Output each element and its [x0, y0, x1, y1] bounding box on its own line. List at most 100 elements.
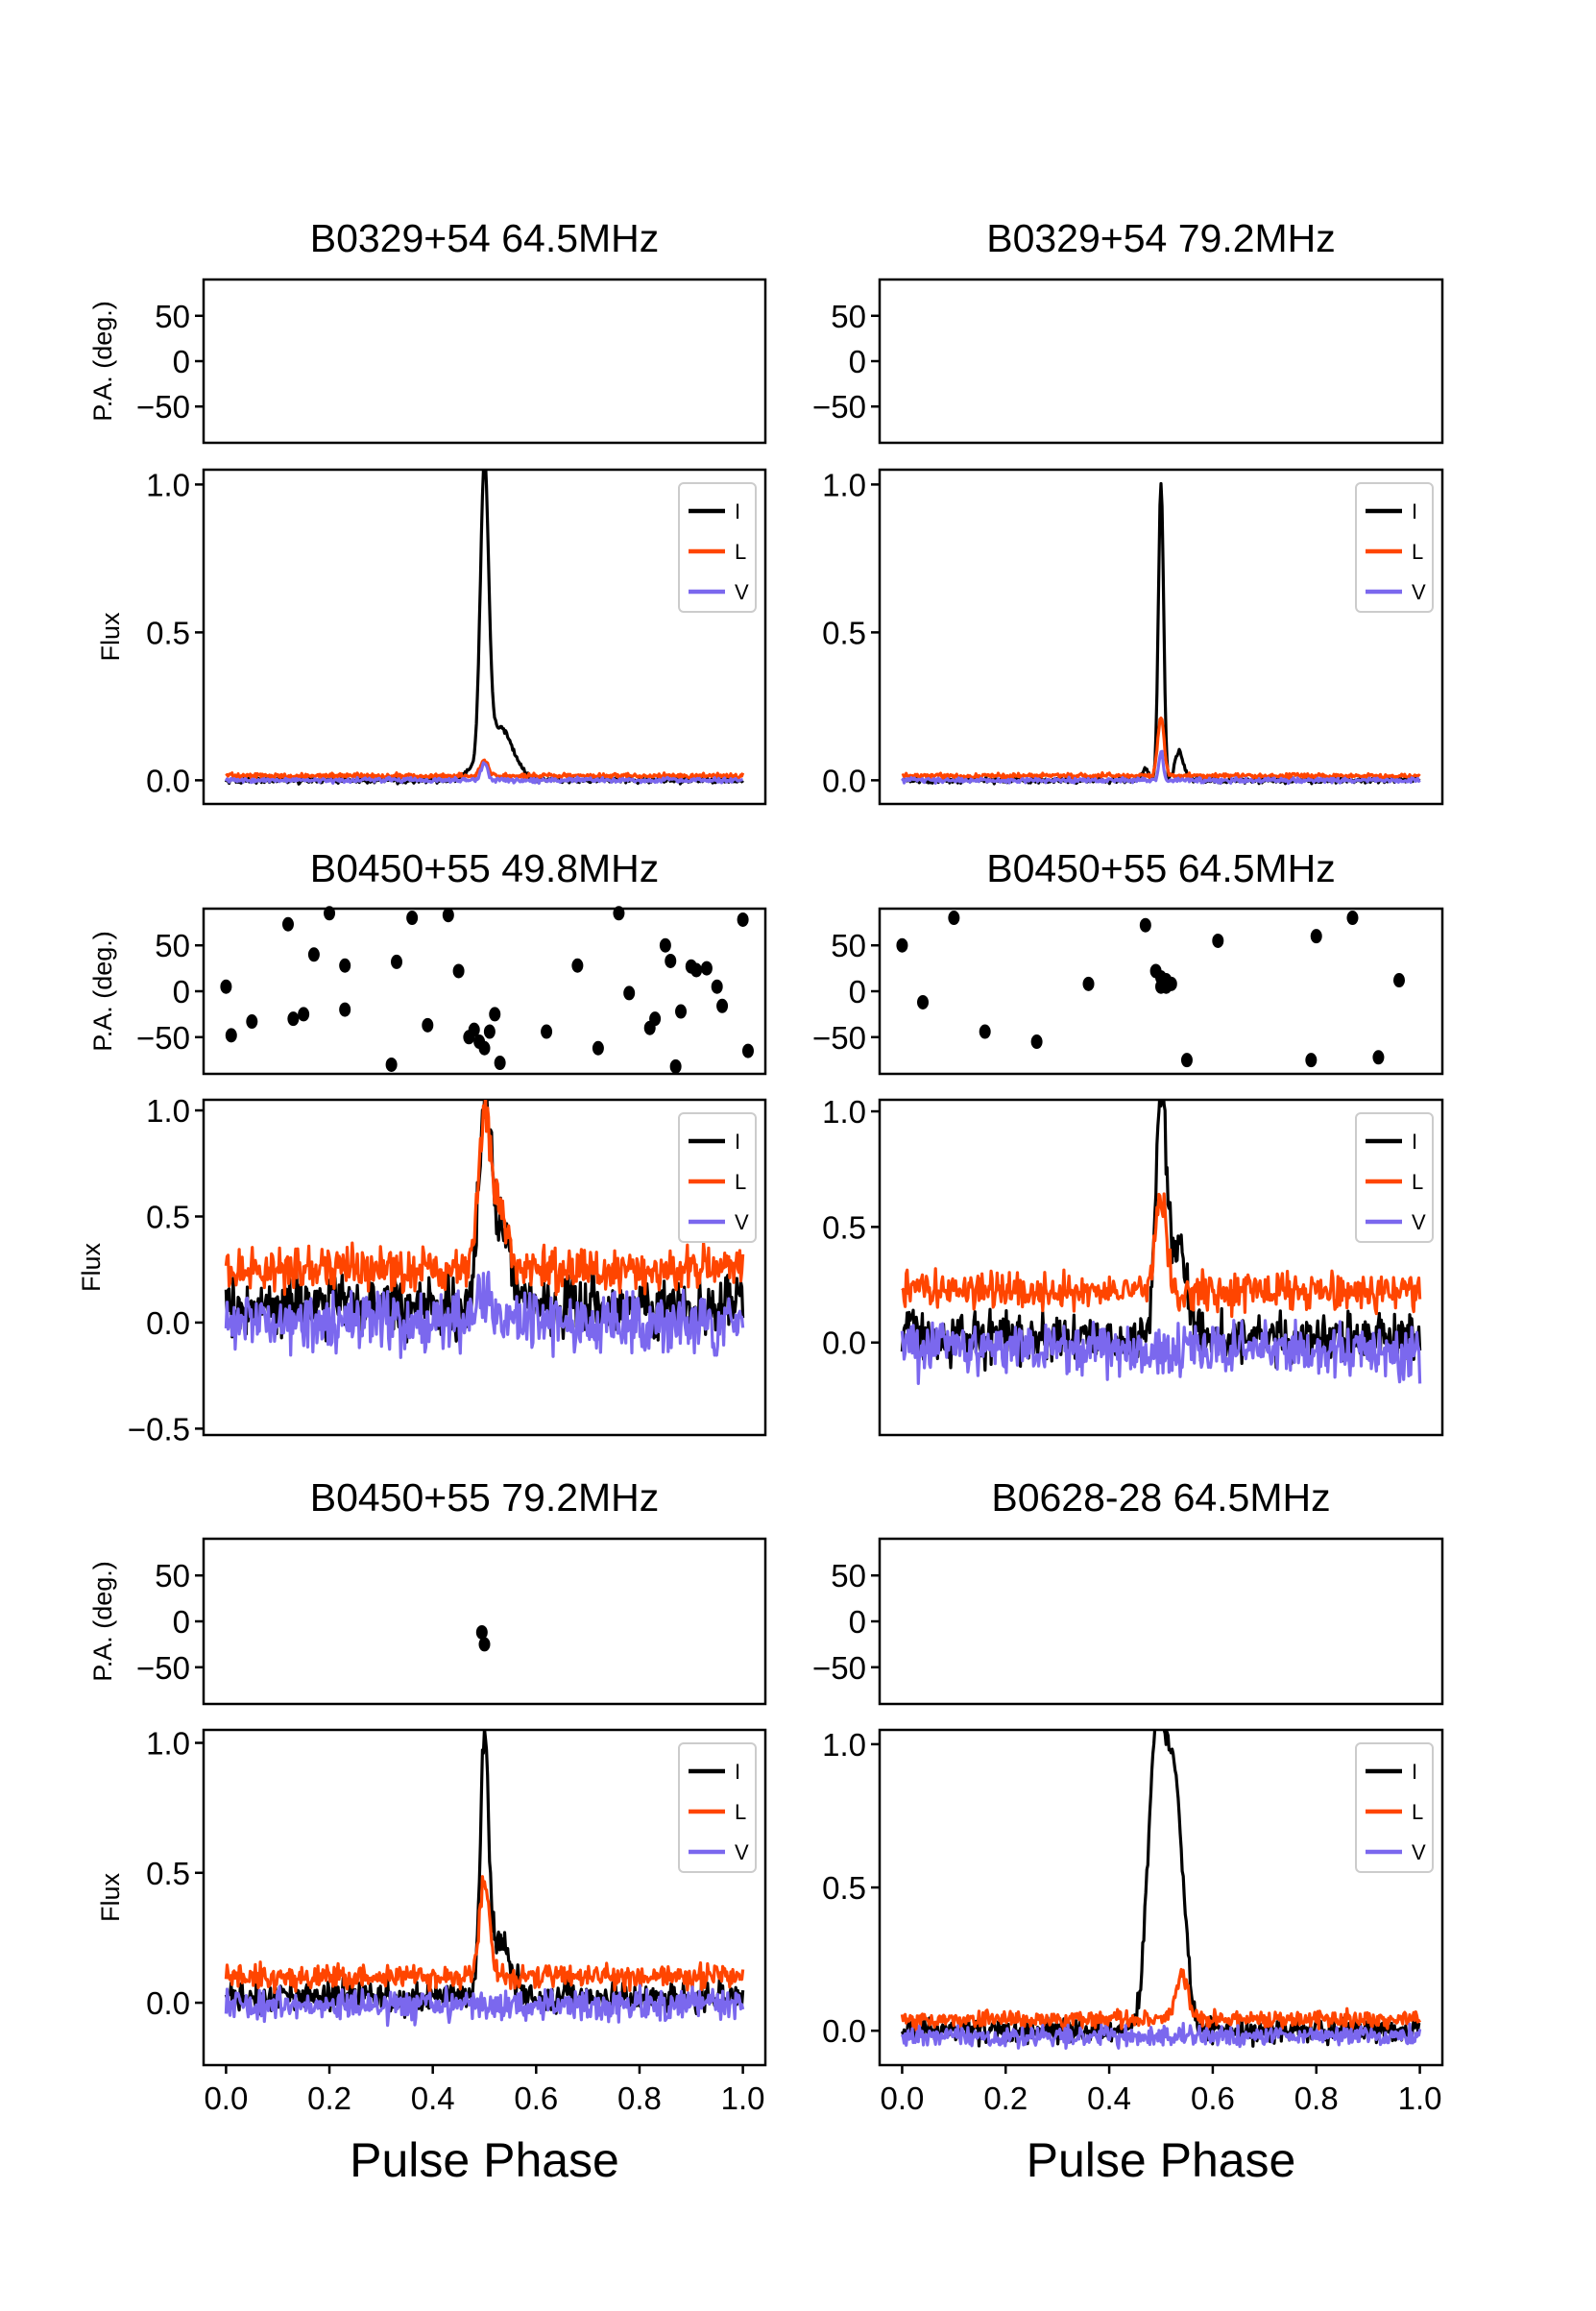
legend-label-L: L [735, 540, 746, 564]
pa-point [1305, 1053, 1318, 1068]
pa-point [494, 1056, 506, 1071]
pa-point [1030, 1034, 1043, 1050]
series-V-line [900, 2022, 1422, 2050]
pa-point [483, 1024, 496, 1039]
flux-y-tick-label: 1.0 [822, 1727, 866, 1763]
x-tick-label: 1.0 [721, 2080, 765, 2116]
x-tick-label: 0.0 [881, 2080, 925, 2116]
series-V-line [224, 1983, 745, 2028]
legend-label-L: L [1412, 540, 1423, 564]
pa-y-tick-label: −50 [812, 389, 866, 425]
pa-point [468, 1022, 480, 1037]
flux-y-tick-label: 0.5 [822, 1870, 866, 1906]
x-axis-label: Pulse Phase [1027, 2133, 1296, 2187]
pa-point [385, 1057, 398, 1072]
pa-point [281, 916, 294, 932]
flux-y-tick-label: 0.5 [146, 1199, 190, 1234]
x-tick-label: 0.8 [617, 2080, 662, 2116]
pa-y-axis-label: P.A. (deg.) [88, 301, 117, 422]
pa-point [649, 1011, 662, 1027]
pa-point [623, 985, 636, 1001]
legend-box [678, 1112, 757, 1243]
pa-point [324, 906, 336, 921]
pa-point [1212, 933, 1224, 948]
pa-point [246, 1014, 258, 1030]
pa-point [307, 947, 320, 962]
flux-y-axis-label: Flux [96, 1873, 125, 1923]
legend-label-V: V [1412, 1210, 1426, 1234]
x-tick-label: 0.4 [1087, 2080, 1131, 2116]
pa-point [287, 1011, 300, 1027]
chart-title: B0450+55 64.5MHz [986, 846, 1336, 890]
flux-y-tick-label: 1.0 [822, 467, 866, 502]
pa-point [1372, 1050, 1385, 1065]
chart-panel-6: B0628-28 64.5MHz 50 0 −50 1.0 0.5 0.0 ILV 0.0 0.2… [812, 1475, 1444, 2187]
pa-y-tick-label: 50 [155, 928, 190, 963]
pa-y-tick-label: 50 [831, 928, 866, 963]
chart-panel-4: B0450+55 64.5MHz 50 0 −50 1.0 0.5 0.0 ILV [812, 846, 1444, 1437]
series-L-line [225, 758, 745, 781]
pa-y-tick-label: 0 [173, 1604, 190, 1640]
legend-label-V: V [735, 580, 749, 604]
legend-label-L: L [1412, 1170, 1423, 1194]
pa-point [659, 937, 671, 953]
series-V-line [901, 749, 1421, 786]
pa-y-tick-label: 0 [849, 1604, 866, 1640]
chart-title: B0329+54 79.2MHz [986, 216, 1336, 260]
x-tick-label: 0.2 [983, 2080, 1028, 2116]
pa-point [675, 1004, 688, 1019]
series-V-line [900, 1318, 1422, 1386]
pa-point [475, 1624, 488, 1640]
chart-title: B0450+55 79.2MHz [310, 1475, 660, 1520]
pa-point [741, 1043, 754, 1058]
series-L-line [224, 1875, 745, 1996]
pa-y-tick-label: 0 [849, 344, 866, 379]
chart-panel-3: B0450+55 49.8MHz 50 0 −50 1.0 0.5 0.0 −0.5 ILV P.… [77, 846, 767, 1447]
pa-point [339, 958, 351, 973]
legend-label-I: I [1412, 1130, 1417, 1154]
pa-y-tick-label: 0 [173, 344, 190, 379]
pa-y-axis-label: P.A. (deg.) [88, 1561, 117, 1682]
flux-y-tick-label: 1.0 [146, 1726, 190, 1762]
chart-title: B0450+55 49.8MHz [310, 846, 660, 890]
legend-label-V: V [735, 1210, 749, 1234]
pa-point [489, 1007, 501, 1022]
pa-point [1346, 911, 1359, 926]
pa-point [711, 979, 723, 994]
pa-point [1082, 976, 1095, 991]
chart-panel-1: B0329+54 64.5MHz 50 0 −50 1.0 0.5 0.0 ILV P.A. (… [88, 216, 767, 806]
flux-y-axis-label: Flux [96, 612, 125, 662]
legend-label-I: I [1412, 499, 1417, 523]
pa-point [896, 937, 908, 953]
legend-label-V: V [735, 1840, 749, 1864]
legend-label-L: L [1412, 1800, 1423, 1824]
pa-point [716, 998, 729, 1013]
flux-y-tick-label: −0.5 [128, 1411, 190, 1447]
pa-point [948, 911, 960, 926]
pa-y-tick-label: −50 [136, 1650, 190, 1686]
legend-label-L: L [735, 1800, 746, 1824]
x-axis-label: Pulse Phase [350, 2133, 619, 2187]
x-tick-label: 0.8 [1294, 2080, 1339, 2116]
flux-y-tick-label: 0.0 [146, 1305, 190, 1341]
legend-box [1355, 1742, 1434, 1873]
legend-label-L: L [735, 1170, 746, 1194]
pa-point [979, 1024, 991, 1039]
pa-point [665, 953, 677, 968]
pa-point [406, 911, 419, 926]
x-tick-label: 1.0 [1398, 2080, 1442, 2116]
chart-title: B0628-28 64.5MHz [991, 1475, 1330, 1520]
pa-point [220, 979, 232, 994]
pa-y-tick-label: 50 [831, 1558, 866, 1593]
flux-y-tick-label: 1.0 [146, 1093, 190, 1129]
pa-y-tick-label: 50 [155, 299, 190, 334]
pa-point [541, 1024, 553, 1039]
flux-y-axis-label: Flux [77, 1243, 106, 1293]
legend-box [1355, 482, 1434, 613]
pa-y-tick-label: −50 [812, 1650, 866, 1686]
pa-point [478, 1637, 491, 1652]
legend-box [678, 482, 757, 613]
legend-label-I: I [735, 499, 740, 523]
pa-y-tick-label: 0 [173, 974, 190, 1010]
flux-y-tick-label: 0.0 [822, 2013, 866, 2049]
